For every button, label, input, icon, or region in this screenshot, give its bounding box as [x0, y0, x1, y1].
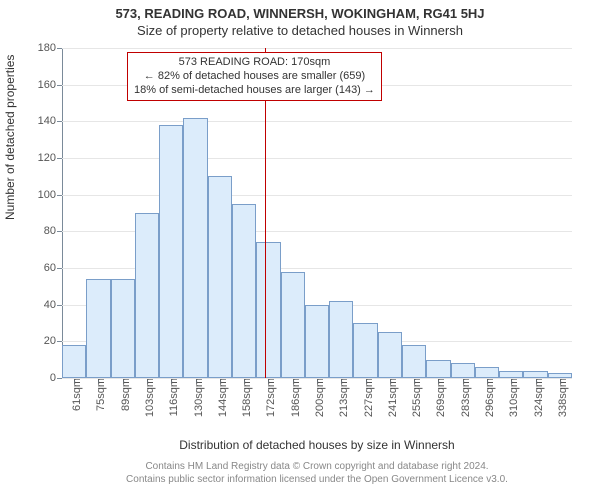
x-tick-label: 116sqm	[162, 378, 180, 416]
histogram-bar	[183, 118, 207, 378]
annotation-line: ← 82% of detached houses are smaller (65…	[134, 70, 375, 84]
x-tick-label: 144sqm	[211, 378, 229, 417]
chart-container: 573, READING ROAD, WINNERSH, WOKINGHAM, …	[0, 0, 600, 500]
y-tick-label: 20	[44, 335, 62, 347]
annotation-line: 573 READING ROAD: 170sqm	[134, 56, 375, 70]
histogram-bar	[475, 367, 499, 378]
histogram-bar	[523, 371, 547, 378]
footer-line-1: Contains HM Land Registry data © Crown c…	[62, 460, 572, 473]
histogram-bar	[135, 213, 159, 378]
y-tick-label: 0	[50, 372, 62, 384]
y-tick-label: 140	[38, 115, 62, 127]
y-tick-label: 40	[44, 299, 62, 311]
x-tick-label: 103sqm	[138, 378, 156, 417]
grid-line	[62, 378, 572, 379]
x-tick-label: 61sqm	[65, 378, 83, 411]
grid-line	[62, 158, 572, 159]
histogram-bar	[281, 272, 305, 378]
footer-attribution: Contains HM Land Registry data © Crown c…	[62, 460, 572, 486]
histogram-bar	[159, 125, 183, 378]
x-tick-label: 324sqm	[527, 378, 545, 417]
x-tick-label: 75sqm	[89, 378, 107, 411]
histogram-bar	[426, 360, 450, 378]
grid-line	[62, 195, 572, 196]
x-tick-label: 269sqm	[429, 378, 447, 417]
x-tick-label: 89sqm	[114, 378, 132, 411]
grid-line	[62, 48, 572, 49]
x-tick-label: 296sqm	[478, 378, 496, 417]
y-axis-line	[62, 48, 63, 378]
footer-line-2: Contains public sector information licen…	[62, 473, 572, 486]
y-tick-label: 120	[38, 152, 62, 164]
histogram-bar	[329, 301, 353, 378]
histogram-bar	[208, 176, 232, 378]
annotation-box: 573 READING ROAD: 170sqm← 82% of detache…	[127, 52, 382, 101]
histogram-bar	[548, 373, 572, 379]
x-axis-label: Distribution of detached houses by size …	[62, 438, 572, 452]
histogram-bar	[378, 332, 402, 378]
x-tick-label: 200sqm	[308, 378, 326, 417]
y-tick-label: 180	[38, 42, 62, 54]
chart-title-sub: Size of property relative to detached ho…	[0, 21, 600, 38]
x-tick-label: 255sqm	[405, 378, 423, 417]
histogram-bar	[256, 242, 280, 378]
annotation-line: 18% of semi-detached houses are larger (…	[134, 84, 375, 98]
x-tick-label: 172sqm	[259, 378, 277, 417]
histogram-bar	[402, 345, 426, 378]
chart-title-main: 573, READING ROAD, WINNERSH, WOKINGHAM, …	[0, 0, 600, 21]
y-tick-label: 100	[38, 189, 62, 201]
histogram-bar	[353, 323, 377, 378]
x-tick-label: 227sqm	[357, 378, 375, 417]
x-tick-label: 283sqm	[454, 378, 472, 417]
y-tick-label: 60	[44, 262, 62, 274]
y-tick-label: 80	[44, 225, 62, 237]
histogram-bar	[499, 371, 523, 378]
x-tick-label: 338sqm	[551, 378, 569, 417]
histogram-bar	[451, 363, 475, 378]
histogram-bar	[232, 204, 256, 378]
x-tick-label: 186sqm	[284, 378, 302, 417]
grid-line	[62, 121, 572, 122]
x-tick-label: 130sqm	[187, 378, 205, 417]
x-tick-label: 213sqm	[332, 378, 350, 417]
x-tick-label: 158sqm	[235, 378, 253, 417]
y-tick-label: 160	[38, 79, 62, 91]
x-tick-label: 310sqm	[502, 378, 520, 417]
plot-area: 02040608010012014016018061sqm75sqm89sqm1…	[62, 48, 572, 378]
histogram-bar	[86, 279, 110, 378]
x-tick-label: 241sqm	[381, 378, 399, 417]
y-axis-label: Number of detached properties	[3, 200, 17, 220]
histogram-bar	[111, 279, 135, 378]
histogram-bar	[62, 345, 86, 378]
histogram-bar	[305, 305, 329, 378]
